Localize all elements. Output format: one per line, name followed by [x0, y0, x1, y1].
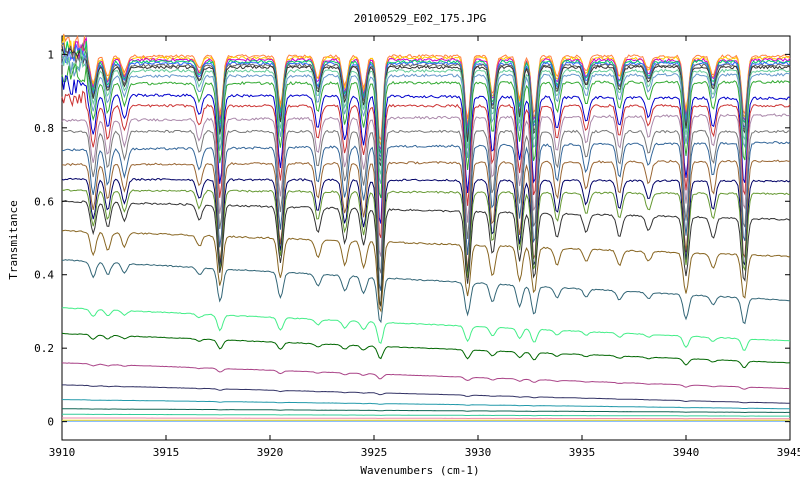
x-tick-label: 3945 — [777, 446, 800, 459]
y-tick-label: 1 — [47, 48, 54, 61]
x-axis-label: Wavenumbers (cm-1) — [360, 464, 479, 477]
x-tick-label: 3940 — [673, 446, 700, 459]
y-axis-ticks: 0 0.2 0.4 0.6 0.8 1 — [34, 48, 790, 429]
chart-title: 20100529_E02_175.JPG — [354, 12, 486, 25]
series-line — [61, 33, 791, 141]
series-line — [62, 408, 790, 414]
series-line — [62, 159, 791, 306]
series-line — [61, 332, 791, 369]
x-tick-label: 3935 — [569, 446, 596, 459]
y-tick-label: 0.8 — [34, 122, 54, 135]
series-line — [61, 307, 791, 351]
series-line — [61, 141, 791, 292]
series-line — [61, 129, 791, 274]
x-tick-label: 3910 — [49, 446, 76, 459]
series-line — [61, 42, 791, 159]
series-line — [61, 399, 790, 410]
series-line — [61, 417, 790, 420]
series-line — [62, 384, 790, 404]
series-line — [61, 90, 791, 239]
series-line — [61, 113, 791, 257]
series-line — [61, 188, 790, 307]
x-tick-label: 3930 — [465, 446, 492, 459]
series-line — [61, 200, 791, 307]
series-line — [61, 45, 791, 167]
y-tick-label: 0.4 — [34, 269, 54, 282]
series-line — [61, 177, 791, 307]
x-tick-label: 3920 — [257, 446, 284, 459]
y-axis-label: Transmitance — [7, 200, 20, 279]
series-line — [62, 259, 791, 325]
x-axis-ticks: 3910 3915 3920 3925 3930 3935 3940 3945 — [49, 36, 800, 459]
y-tick-label: 0 — [47, 416, 54, 429]
series-line — [62, 413, 790, 417]
series-line — [61, 41, 791, 154]
y-tick-label: 0.6 — [34, 195, 54, 208]
series-line — [61, 362, 791, 390]
series-line — [61, 54, 791, 184]
x-tick-label: 3915 — [153, 446, 180, 459]
series-line — [61, 75, 791, 224]
series-line — [61, 47, 791, 175]
series-line — [61, 62, 791, 199]
x-tick-label: 3925 — [361, 446, 388, 459]
series-group — [61, 33, 791, 422]
series-line — [61, 36, 791, 150]
series-line — [61, 229, 791, 313]
plot-frame — [61, 35, 791, 441]
y-tick-label: 0.2 — [34, 342, 54, 355]
